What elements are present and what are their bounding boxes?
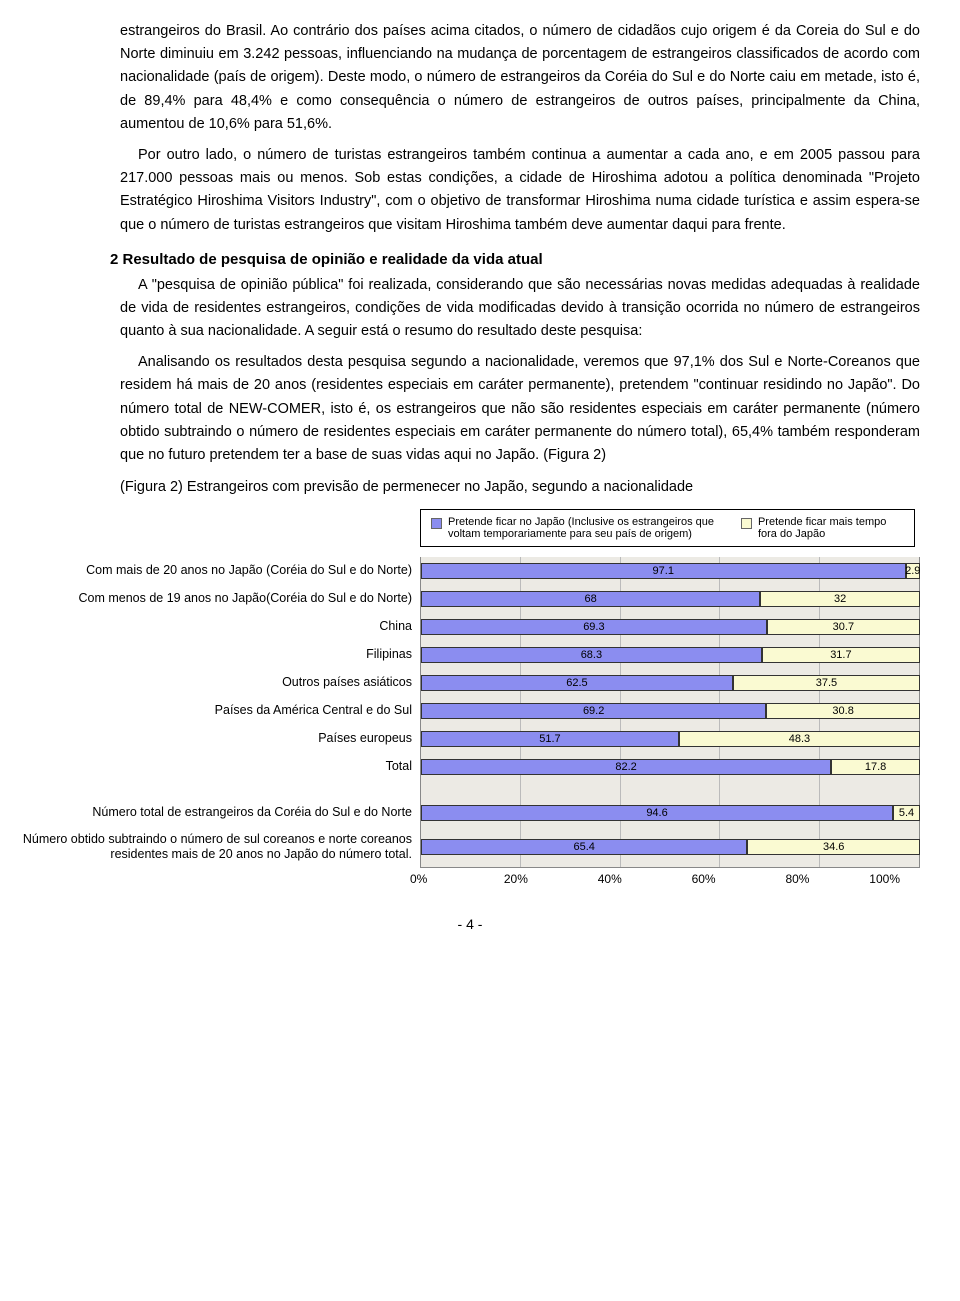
bar-segment-leave: 17.8 — [831, 759, 920, 775]
paragraph-3: A "pesquisa de opinião pública" foi real… — [120, 274, 920, 344]
bar-segment-stay: 69.2 — [421, 703, 766, 719]
chart-row-label: Número obtido subtraindo o número de sul… — [20, 827, 412, 867]
chart-bar-row: 51.748.3 — [421, 725, 920, 753]
figure-2-label: (Figura 2) Estrangeiros com previsão de … — [120, 477, 920, 499]
bar-segment-leave: 34.6 — [747, 839, 920, 855]
bar-segment-leave: 30.8 — [766, 703, 920, 719]
x-axis-tick: 60% — [702, 872, 796, 886]
legend-swatch-1 — [431, 518, 442, 529]
x-axis-tick: 20% — [514, 872, 608, 886]
legend-swatch-2 — [741, 518, 752, 529]
bar-segment-stay: 65.4 — [421, 839, 747, 855]
chart-bar-row: 97.12.9 — [421, 557, 920, 585]
bar-segment-stay: 68.3 — [421, 647, 762, 663]
paragraph-4: Analisando os resultados desta pesquisa … — [120, 351, 920, 467]
paragraph-1: estrangeiros do Brasil. Ao contrário dos… — [120, 20, 920, 136]
legend-label-1: Pretende ficar no Japão (Inclusive os es… — [448, 516, 721, 540]
chart-row-label: China — [20, 613, 412, 641]
chart-x-axis: 0%20%40%60%80%100% — [420, 872, 920, 886]
chart-row-label: Países europeus — [20, 725, 412, 753]
bar-segment-leave: 31.7 — [762, 647, 920, 663]
x-axis-tick: 40% — [608, 872, 702, 886]
figure-2-chart: Com mais de 20 anos no Japão (Coréia do … — [20, 557, 920, 868]
bar-segment-stay: 97.1 — [421, 563, 906, 579]
chart-bar-row: 62.537.5 — [421, 669, 920, 697]
bar-segment-leave: 48.3 — [679, 731, 920, 747]
bar-segment-stay: 51.7 — [421, 731, 679, 747]
chart-row-label: Filipinas — [20, 641, 412, 669]
bar-segment-leave: 30.7 — [767, 619, 920, 635]
chart-bar-row: 6832 — [421, 585, 920, 613]
chart-row-label: Países da América Central e do Sul — [20, 697, 412, 725]
chart-row-label: Número total de estrangeiros da Coréia d… — [20, 799, 412, 827]
chart-row-label: Total — [20, 753, 412, 781]
legend-item-2: Pretende ficar mais tempo fora do Japão — [741, 516, 904, 540]
bar-segment-stay: 62.5 — [421, 675, 733, 691]
chart-bar-row: 69.330.7 — [421, 613, 920, 641]
x-axis-tick: 100% — [889, 872, 920, 886]
chart-bar-row: 65.434.6 — [421, 827, 920, 867]
section-heading-2: 2 Resultado de pesquisa de opinião e rea… — [110, 251, 920, 268]
chart-row-label: Com menos de 19 anos no Japão(Coréia do … — [20, 585, 412, 613]
bar-segment-stay: 82.2 — [421, 759, 831, 775]
x-axis-tick: 0% — [420, 872, 514, 886]
bar-segment-leave: 37.5 — [733, 675, 920, 691]
bar-segment-stay: 94.6 — [421, 805, 893, 821]
chart-bar-row: 94.65.4 — [421, 799, 920, 827]
bar-segment-leave: 5.4 — [893, 805, 920, 821]
chart-row-label: Outros países asiáticos — [20, 669, 412, 697]
legend-item-1: Pretende ficar no Japão (Inclusive os es… — [431, 516, 721, 540]
paragraph-2: Por outro lado, o número de turistas est… — [120, 144, 920, 237]
bar-segment-stay: 69.3 — [421, 619, 767, 635]
chart-bar-row: 82.217.8 — [421, 753, 920, 781]
bar-segment-leave: 32 — [760, 591, 920, 607]
chart-bar-row: 68.331.7 — [421, 641, 920, 669]
legend-label-2: Pretende ficar mais tempo fora do Japão — [758, 516, 904, 540]
chart-legend: Pretende ficar no Japão (Inclusive os es… — [420, 509, 915, 547]
chart-row-label: Com mais de 20 anos no Japão (Coréia do … — [20, 557, 412, 585]
chart-bar-row: 69.230.8 — [421, 697, 920, 725]
bar-segment-stay: 68 — [421, 591, 760, 607]
page-number: - 4 - — [20, 916, 920, 932]
bar-segment-leave: 2.9 — [906, 563, 920, 579]
